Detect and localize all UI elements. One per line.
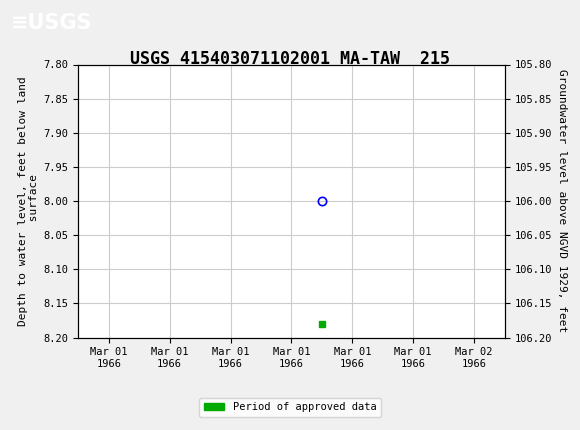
Y-axis label: Depth to water level, feet below land
 surface: Depth to water level, feet below land su… <box>18 76 39 326</box>
Text: USGS 415403071102001 MA-TAW  215: USGS 415403071102001 MA-TAW 215 <box>130 50 450 68</box>
Legend: Period of approved data: Period of approved data <box>200 398 380 417</box>
Text: ≡USGS: ≡USGS <box>10 12 92 33</box>
Y-axis label: Groundwater level above NGVD 1929, feet: Groundwater level above NGVD 1929, feet <box>557 69 567 333</box>
